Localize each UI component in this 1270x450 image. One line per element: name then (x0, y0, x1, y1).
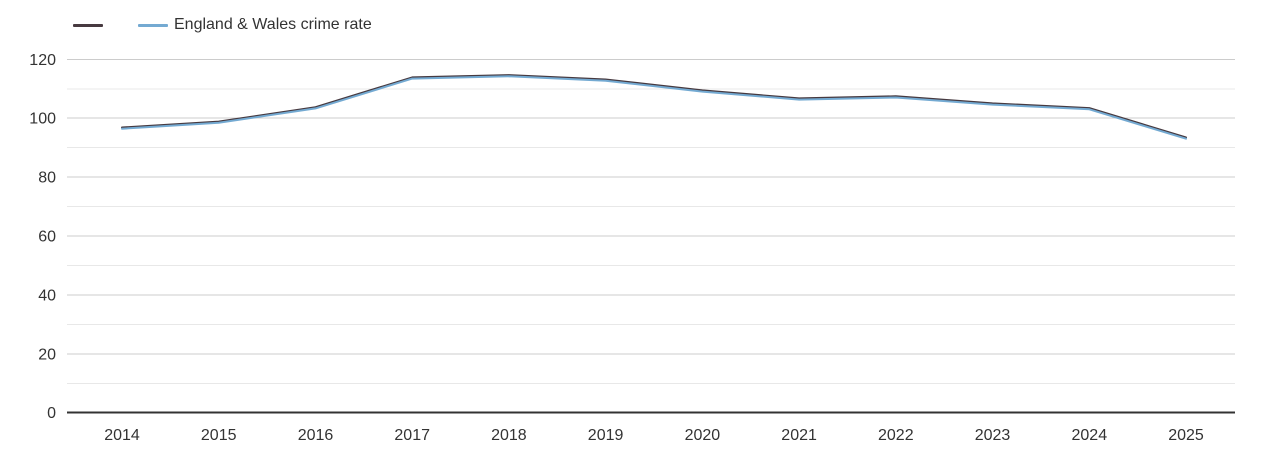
x-axis-tick-label: 2014 (104, 427, 140, 444)
x-axis-tick-label: 2019 (588, 427, 624, 444)
x-axis-tick-label: 2018 (491, 427, 527, 444)
y-axis-tick-label: 120 (29, 52, 56, 69)
legend-label-england-wales: England & Wales crime rate (174, 16, 372, 33)
x-axis-tick-label: 2023 (975, 427, 1011, 444)
chart-legend: England & Wales crime rate (73, 16, 372, 34)
x-axis-tick-label: 2024 (1072, 427, 1108, 444)
y-axis-tick-label: 80 (38, 170, 56, 187)
legend-item-series-1[interactable] (73, 23, 103, 27)
y-axis-tick-label: 100 (29, 111, 56, 128)
y-axis-tick-label: 40 (38, 287, 56, 304)
legend-swatch-dark (73, 23, 103, 27)
x-axis-tick-label: 2020 (685, 427, 721, 444)
legend-item-england-wales[interactable]: England & Wales crime rate (138, 16, 372, 34)
x-axis-tick-label: 2021 (781, 427, 817, 444)
y-axis-tick-label: 60 (38, 229, 56, 246)
y-axis-tick-label: 0 (47, 405, 56, 422)
series-line-dark (121, 74, 1187, 139)
x-axis-tick-label: 2022 (878, 427, 914, 444)
england-wales-crime-rate-line (121, 75, 1187, 140)
x-axis-tick-label: 2017 (394, 427, 430, 444)
y-axis-tick-label: 20 (38, 346, 56, 363)
x-axis-tick-label: 2015 (201, 427, 237, 444)
legend-swatch-blue (138, 23, 168, 27)
x-axis-tick-label: 2025 (1168, 427, 1204, 444)
x-axis-tick-label: 2016 (298, 427, 334, 444)
